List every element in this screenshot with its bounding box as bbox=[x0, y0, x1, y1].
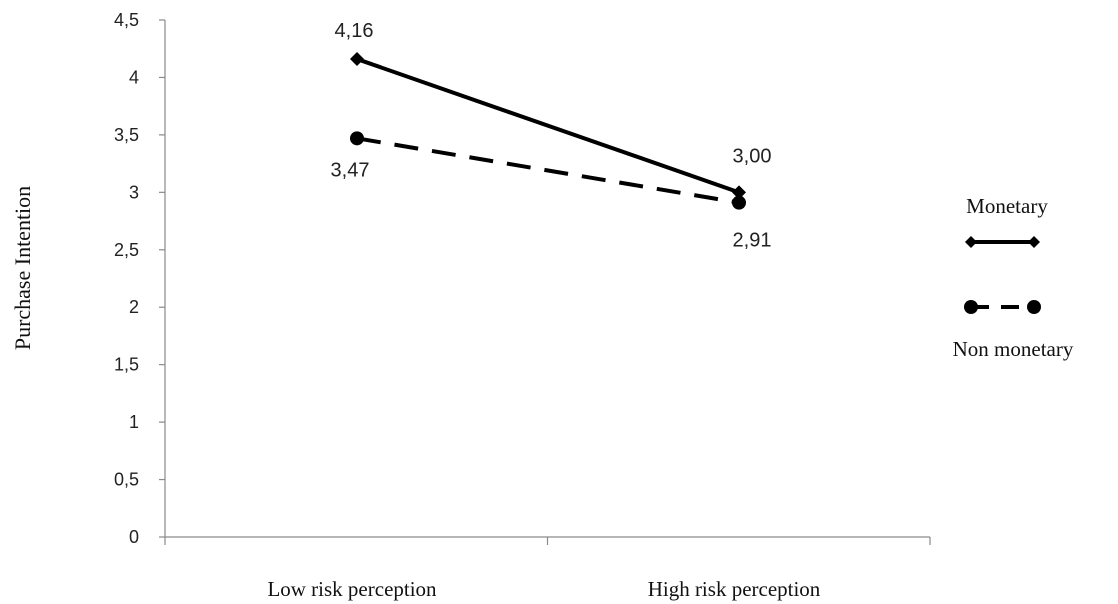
legend-label: Non monetary bbox=[953, 337, 1074, 361]
data-point bbox=[732, 195, 746, 210]
series-line-monetary bbox=[356, 57, 740, 195]
y-tick-label: 3 bbox=[129, 182, 139, 202]
y-tick-label: 0,5 bbox=[114, 470, 139, 490]
x-tick-labels: Low risk perception High risk perception bbox=[267, 577, 820, 601]
y-tick-label: 1,5 bbox=[114, 355, 139, 375]
data-point bbox=[350, 52, 364, 67]
y-tick-label: 4,5 bbox=[114, 10, 139, 30]
data-label: 2,91 bbox=[733, 230, 772, 252]
legend-marker bbox=[1027, 300, 1041, 314]
data-label: 3,47 bbox=[331, 159, 370, 181]
x-tick-label: High risk perception bbox=[648, 577, 821, 601]
y-tick-label: 0 bbox=[129, 527, 139, 547]
legend-marker bbox=[1028, 236, 1040, 248]
data-label: 3,00 bbox=[733, 145, 772, 167]
legend-marker bbox=[965, 236, 977, 248]
x-tick-label: Low risk perception bbox=[267, 577, 437, 601]
y-tick-label: 2,5 bbox=[114, 240, 139, 260]
y-tick-label: 1 bbox=[129, 412, 139, 432]
data-point bbox=[732, 185, 746, 200]
y-axis-label: Purchase Intention bbox=[10, 186, 35, 350]
legend-marker bbox=[964, 300, 978, 314]
y-tick-labels: 0 0,5 1 1,5 2 2,5 3 3,5 4 4,5 bbox=[114, 10, 139, 547]
y-tick-label: 3,5 bbox=[114, 125, 139, 145]
legend: Monetary Non monetary bbox=[953, 194, 1074, 361]
series-line-non-monetary bbox=[356, 136, 740, 205]
y-tick-label: 2 bbox=[129, 297, 139, 317]
legend-label: Monetary bbox=[966, 194, 1048, 218]
y-tick-label: 4 bbox=[129, 67, 139, 87]
data-point bbox=[350, 131, 364, 146]
series-lines bbox=[350, 52, 746, 210]
axes bbox=[159, 19, 931, 545]
data-label: 4,16 bbox=[335, 20, 374, 42]
data-labels: 4,16 3,00 3,47 2,91 bbox=[331, 20, 772, 252]
